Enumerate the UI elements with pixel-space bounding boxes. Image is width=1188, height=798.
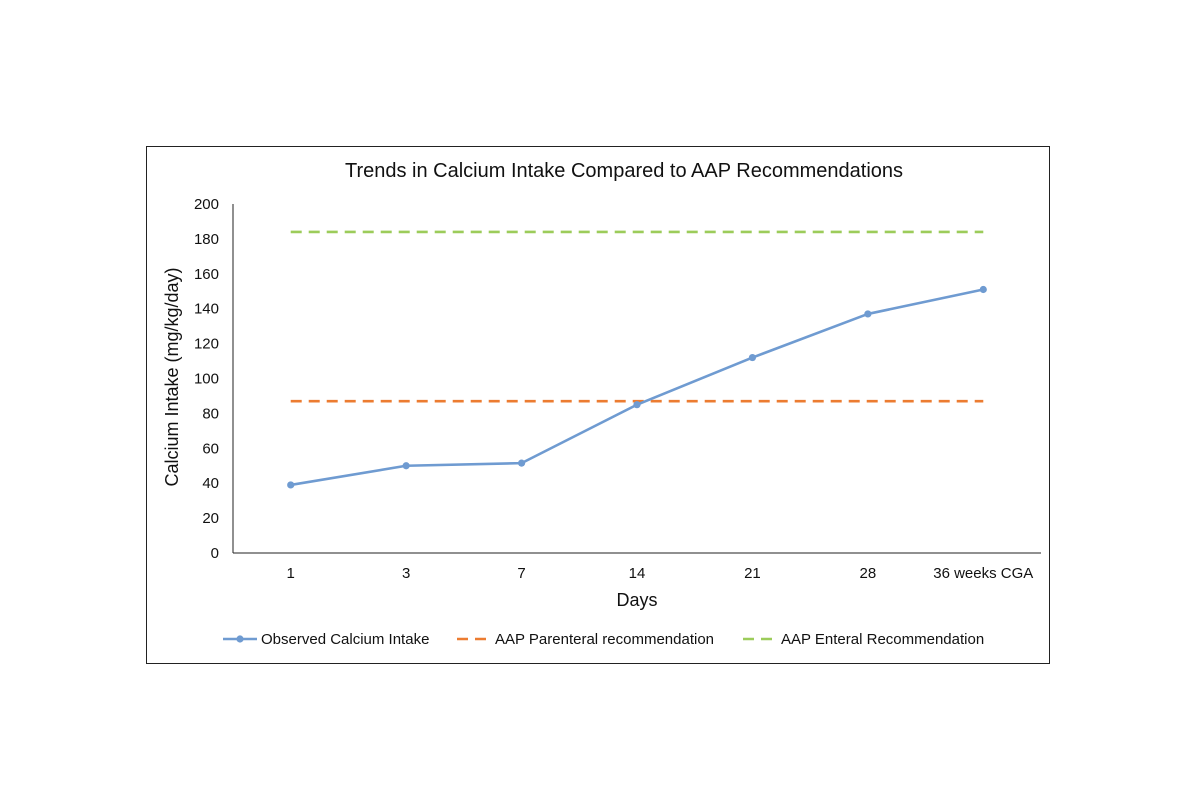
x-tick-labels: 1 3 7 14 21 28 36 weeks CGA [287,565,1034,582]
x-tick-label: 7 [517,565,525,582]
y-tick-label: 200 [194,196,219,213]
legend-label-aap-enteral-recommendation: AAP Enteral Recommendation [781,631,984,648]
y-tick-label: 80 [202,405,219,422]
observed-calcium-intake-point [748,353,757,362]
y-tick-label: 40 [202,475,219,492]
observed-calcium-intake-point [517,459,526,467]
y-tick-label: 20 [202,510,219,527]
legend-label-observed-calcium-intake: Observed Calcium Intake [261,631,429,648]
y-tick-label: 120 [194,336,219,353]
line-chart: Trends in Calcium Intake Compared to AAP… [162,160,1041,648]
y-tick-label: 100 [194,371,219,388]
y-tick-label: 0 [211,545,219,562]
y-tick-label: 60 [202,440,219,457]
observed-calcium-intake-point [633,401,641,409]
x-tick-label: 1 [287,565,295,582]
chart-title: Trends in Calcium Intake Compared to AAP… [345,160,903,182]
observed-calcium-intake-point [402,462,410,470]
x-tick-label: 21 [744,565,761,582]
legend: Observed Calcium Intake AAP Parenteral re… [223,631,984,648]
x-tick-label: 3 [402,565,410,582]
legend-marker-observed-calcium-intake [236,635,244,643]
x-tick-label: 28 [860,565,877,582]
y-tick-label: 140 [194,301,219,318]
y-tick-labels: 0 20 40 60 80 100 120 140 160 180 200 [194,196,219,562]
observed-calcium-intake-point [287,481,295,489]
chart-frame: Trends in Calcium Intake Compared to AAP… [146,146,1050,664]
series-layer [287,230,987,489]
x-tick-label: 14 [629,565,646,582]
x-axis-label: Days [616,590,657,610]
observed-calcium-intake-line [290,288,984,487]
x-tick-label: 36 weeks CGA [933,565,1033,582]
observed-calcium-intake-point [864,310,872,318]
legend-label-aap-parenteral-recommendation: AAP Parenteral recommendation [495,631,714,648]
y-axis-label: Calcium Intake (mg/kg/day) [162,267,182,486]
observed-calcium-intake-point [979,285,987,294]
y-tick-label: 180 [194,231,219,248]
y-tick-label: 160 [194,266,219,283]
